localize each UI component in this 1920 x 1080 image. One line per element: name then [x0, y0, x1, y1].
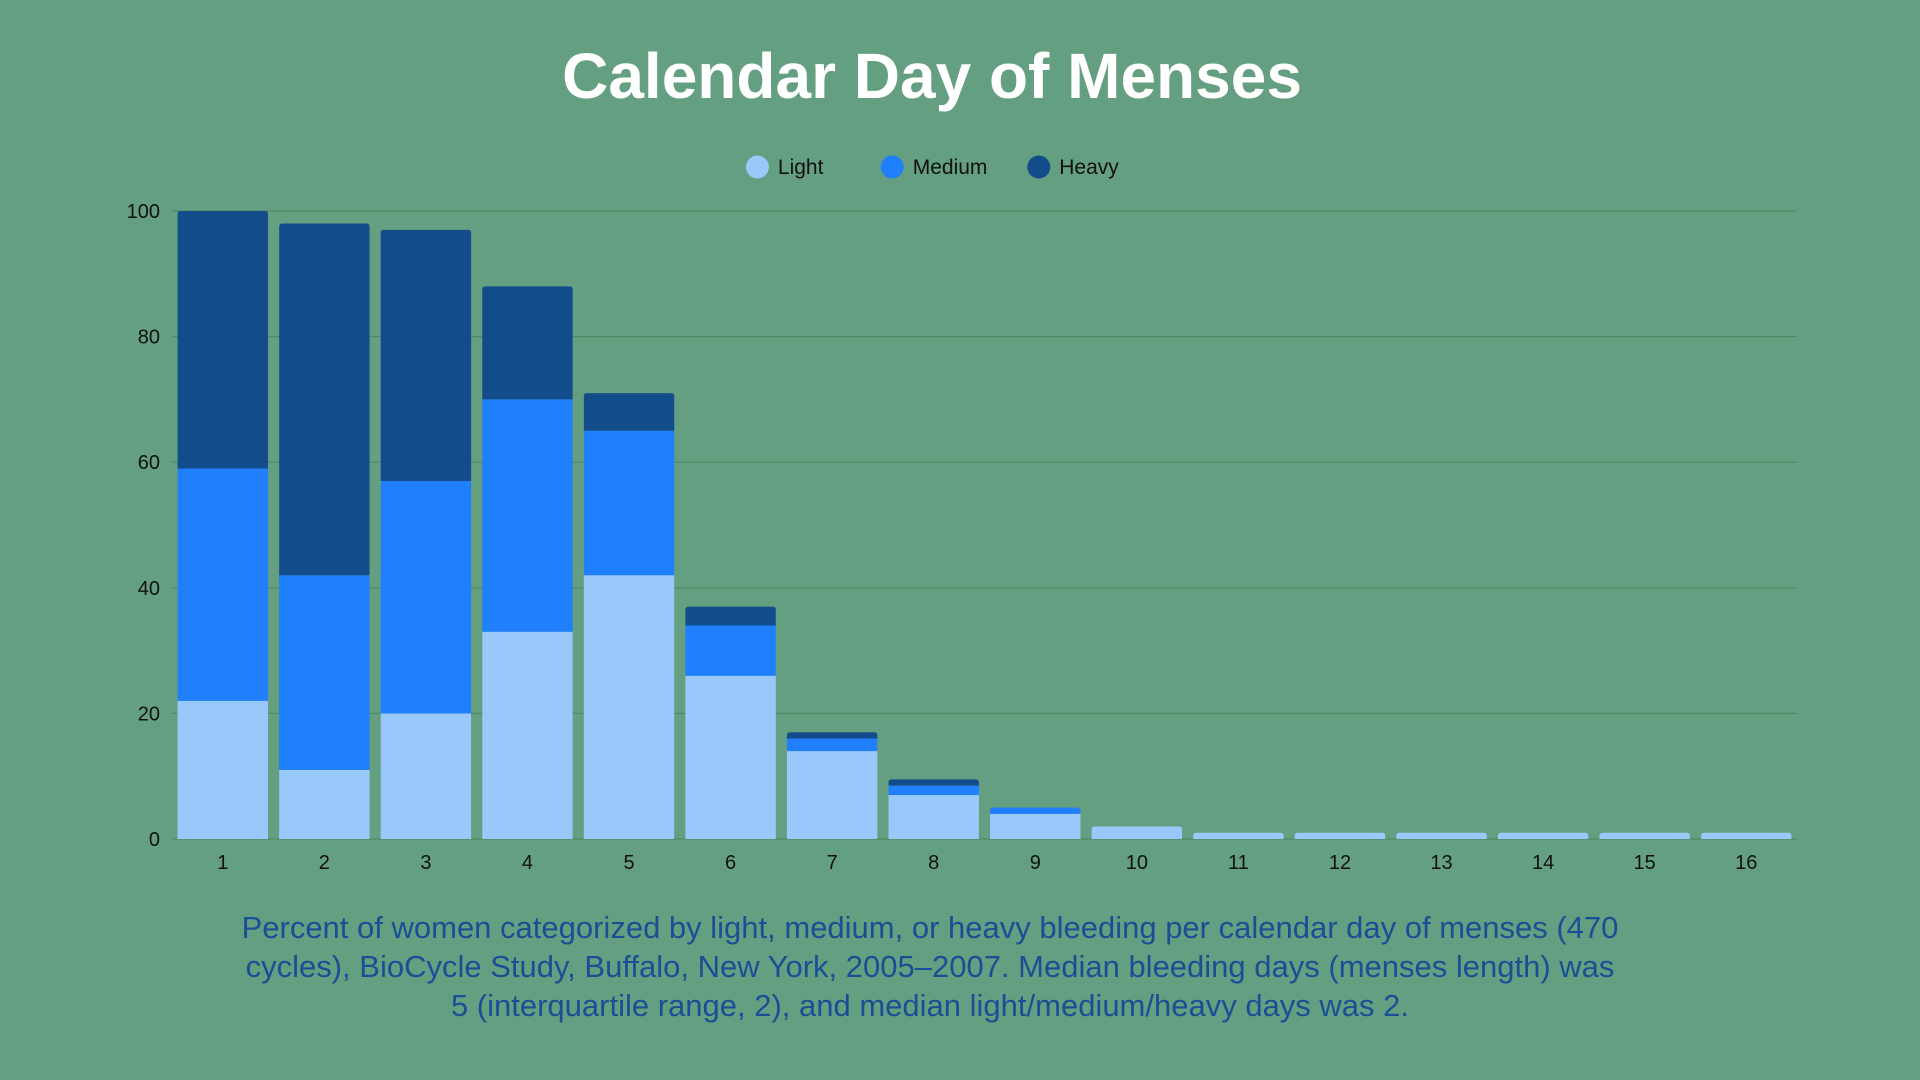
bar-segment-light	[786, 751, 878, 839]
bar-segment-medium	[990, 807, 1081, 814]
bar-segment-light	[177, 700, 268, 839]
bar-segment-medium	[279, 575, 370, 770]
bar-segment-light	[1294, 832, 1386, 839]
bar-segment-heavy	[685, 606, 776, 626]
y-tick-label: 80	[138, 327, 160, 349]
x-tick-label: 4	[522, 852, 533, 874]
x-tick-label: 10	[1126, 852, 1148, 874]
bar-segment-heavy	[482, 286, 573, 400]
x-tick-label: 16	[1735, 852, 1757, 874]
x-tick-label: 12	[1329, 852, 1351, 874]
bar-segment-medium	[888, 785, 979, 796]
bar-segment-light	[888, 795, 979, 839]
x-tick-label: 1	[217, 852, 228, 874]
y-tick-label: 100	[127, 201, 160, 223]
x-tick-label: 3	[420, 852, 431, 874]
bar-segment-medium	[786, 738, 878, 752]
bar-segment-light	[1396, 832, 1487, 839]
bar-segment-light	[990, 813, 1081, 839]
legend-item-medium: Medium	[880, 155, 988, 179]
x-tick-label: 14	[1532, 852, 1554, 874]
x-tick-label: 13	[1430, 852, 1452, 874]
bar-segment-light	[1091, 826, 1183, 839]
bar-segment-light	[1701, 832, 1792, 839]
chart-title: Calendar Day of Menses	[562, 40, 1302, 112]
legend: Light Medium Heavy	[745, 155, 1119, 179]
x-tick-label: 2	[319, 852, 330, 874]
bar-segment-medium	[380, 481, 472, 714]
bar-segment-light	[583, 575, 675, 839]
legend-swatch	[1027, 155, 1051, 179]
legend-label: Light	[778, 156, 824, 179]
bar-segment-heavy	[888, 779, 979, 786]
y-tick-label: 60	[138, 452, 160, 474]
x-tick-label: 11	[1228, 852, 1249, 874]
bar-segment-light	[1497, 832, 1589, 839]
bar-segment-medium	[583, 430, 675, 576]
x-tick-label: 5	[623, 852, 634, 874]
legend-swatch	[745, 155, 769, 179]
bar-segment-light	[1193, 832, 1284, 839]
bar-segment-light	[380, 713, 472, 839]
bar-segment-medium	[685, 625, 776, 676]
chart-caption: Percent of women categorized by light, m…	[241, 910, 1619, 1023]
legend-item-light: Light	[745, 155, 824, 179]
x-tick-label: 6	[725, 852, 736, 874]
x-tick-label: 9	[1030, 852, 1041, 874]
bar-segment-heavy	[380, 229, 472, 482]
bar-segment-heavy	[583, 393, 675, 431]
legend-label: Heavy	[1059, 156, 1119, 179]
legend-label: Medium	[913, 156, 988, 179]
bar-segment-light	[482, 631, 573, 839]
y-tick-label: 0	[149, 829, 160, 851]
bar-segment-medium	[482, 399, 573, 632]
bar-segment-medium	[177, 468, 268, 701]
x-tick-label: 15	[1634, 852, 1656, 874]
x-tick-label: 7	[827, 852, 838, 874]
bar-segment-light	[1599, 832, 1690, 839]
legend-swatch	[880, 155, 904, 179]
x-tick-label: 8	[928, 852, 939, 874]
y-tick-label: 20	[138, 703, 160, 725]
bar-segment-light	[279, 769, 370, 839]
bar-segment-heavy	[786, 732, 878, 739]
legend-item-heavy: Heavy	[1027, 155, 1119, 179]
y-tick-label: 40	[138, 578, 160, 600]
bar-segment-light	[685, 675, 776, 839]
bar-segment-heavy	[177, 211, 268, 469]
bar-segment-heavy	[279, 223, 370, 576]
